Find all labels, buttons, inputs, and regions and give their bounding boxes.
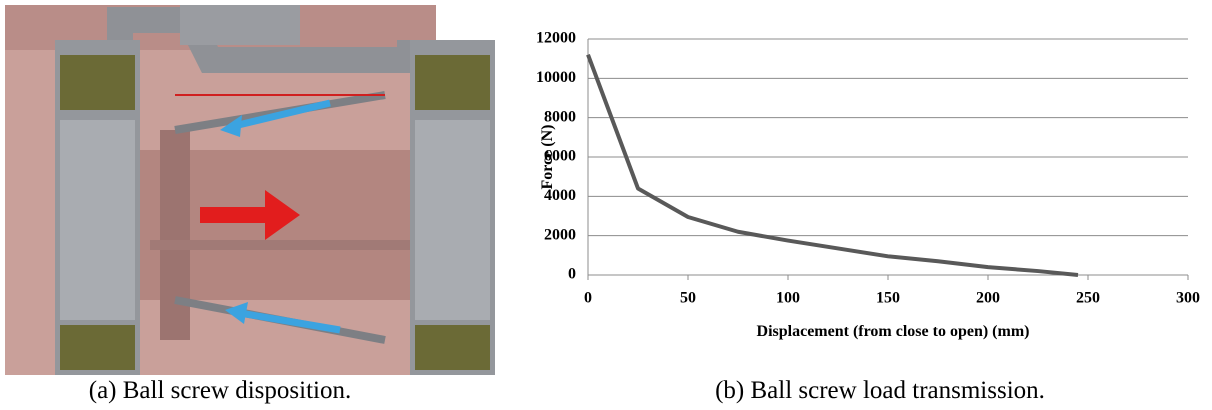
x-tick-label: 200	[976, 290, 1000, 307]
y-tick-label: 8000	[544, 108, 576, 125]
line	[588, 55, 1078, 275]
y-tick-label: 4000	[544, 187, 576, 204]
x-tick-label: 300	[1176, 290, 1200, 307]
y-tick-label: 0	[568, 266, 576, 283]
caption: (a) Ball screw disposition.	[89, 377, 351, 404]
x-tick-label: 150	[876, 290, 900, 307]
cad-image	[5, 5, 495, 375]
x-tick-label: 100	[776, 290, 800, 307]
x-tick-label: 250	[1076, 290, 1100, 307]
figure: Displacement (from close to open) (mm) F…	[0, 0, 1212, 410]
chart: Displacement (from close to open) (mm) F…	[536, 30, 1200, 340]
y-tick-label: 6000	[544, 148, 576, 165]
x-axis-title: Displacement (from close to open) (mm)	[757, 323, 1030, 340]
x-tick-label: 50	[680, 290, 696, 307]
x-tick-label: 0	[584, 290, 592, 307]
y-tick-label: 2000	[544, 226, 576, 243]
caption: (b) Ball screw load transmission.	[715, 377, 1045, 404]
y-tick-label: 10000	[536, 69, 576, 86]
y-tick-label: 12000	[536, 30, 576, 47]
